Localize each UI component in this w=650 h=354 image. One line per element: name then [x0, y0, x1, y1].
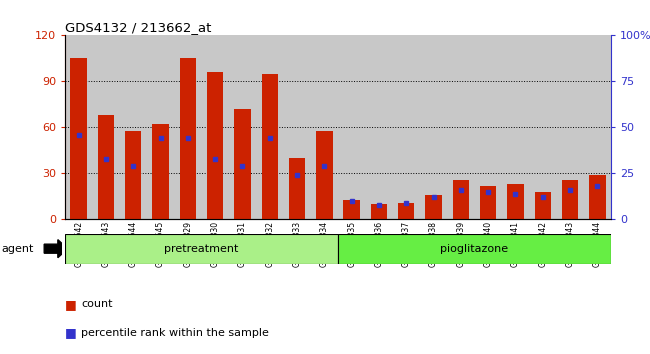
- Bar: [120, 35, 147, 219]
- Bar: [584, 35, 611, 219]
- Bar: [398, 202, 415, 219]
- Bar: [174, 35, 202, 219]
- Bar: [502, 35, 529, 219]
- FancyArrow shape: [44, 240, 68, 258]
- Bar: [207, 72, 224, 219]
- Bar: [92, 35, 120, 219]
- Bar: [507, 184, 524, 219]
- Bar: [179, 58, 196, 219]
- Bar: [562, 179, 578, 219]
- Bar: [202, 35, 229, 219]
- Bar: [311, 35, 338, 219]
- Bar: [229, 35, 256, 219]
- Bar: [420, 35, 447, 219]
- Bar: [234, 109, 251, 219]
- Bar: [98, 115, 114, 219]
- Bar: [447, 35, 474, 219]
- Bar: [70, 58, 87, 219]
- Bar: [425, 195, 442, 219]
- Bar: [289, 158, 306, 219]
- Bar: [261, 74, 278, 219]
- Bar: [480, 186, 497, 219]
- Bar: [338, 35, 365, 219]
- Bar: [152, 124, 169, 219]
- Text: agent: agent: [1, 244, 34, 254]
- Bar: [65, 35, 92, 219]
- Bar: [452, 179, 469, 219]
- Bar: [474, 35, 502, 219]
- Bar: [125, 131, 142, 219]
- Bar: [65, 234, 338, 264]
- Bar: [256, 35, 283, 219]
- Text: percentile rank within the sample: percentile rank within the sample: [81, 328, 269, 338]
- Bar: [529, 35, 556, 219]
- Bar: [589, 175, 606, 219]
- Bar: [556, 35, 584, 219]
- Text: ■: ■: [65, 298, 77, 311]
- Text: ■: ■: [65, 326, 77, 339]
- Bar: [343, 200, 360, 219]
- Text: count: count: [81, 299, 112, 309]
- Text: pioglitazone: pioglitazone: [441, 244, 508, 254]
- Bar: [365, 35, 393, 219]
- Bar: [370, 204, 387, 219]
- Bar: [393, 35, 420, 219]
- Bar: [283, 35, 311, 219]
- Bar: [316, 131, 333, 219]
- Bar: [147, 35, 174, 219]
- Bar: [534, 192, 551, 219]
- Text: pretreatment: pretreatment: [164, 244, 239, 254]
- Bar: [338, 234, 611, 264]
- Text: GDS4132 / 213662_at: GDS4132 / 213662_at: [65, 21, 211, 34]
